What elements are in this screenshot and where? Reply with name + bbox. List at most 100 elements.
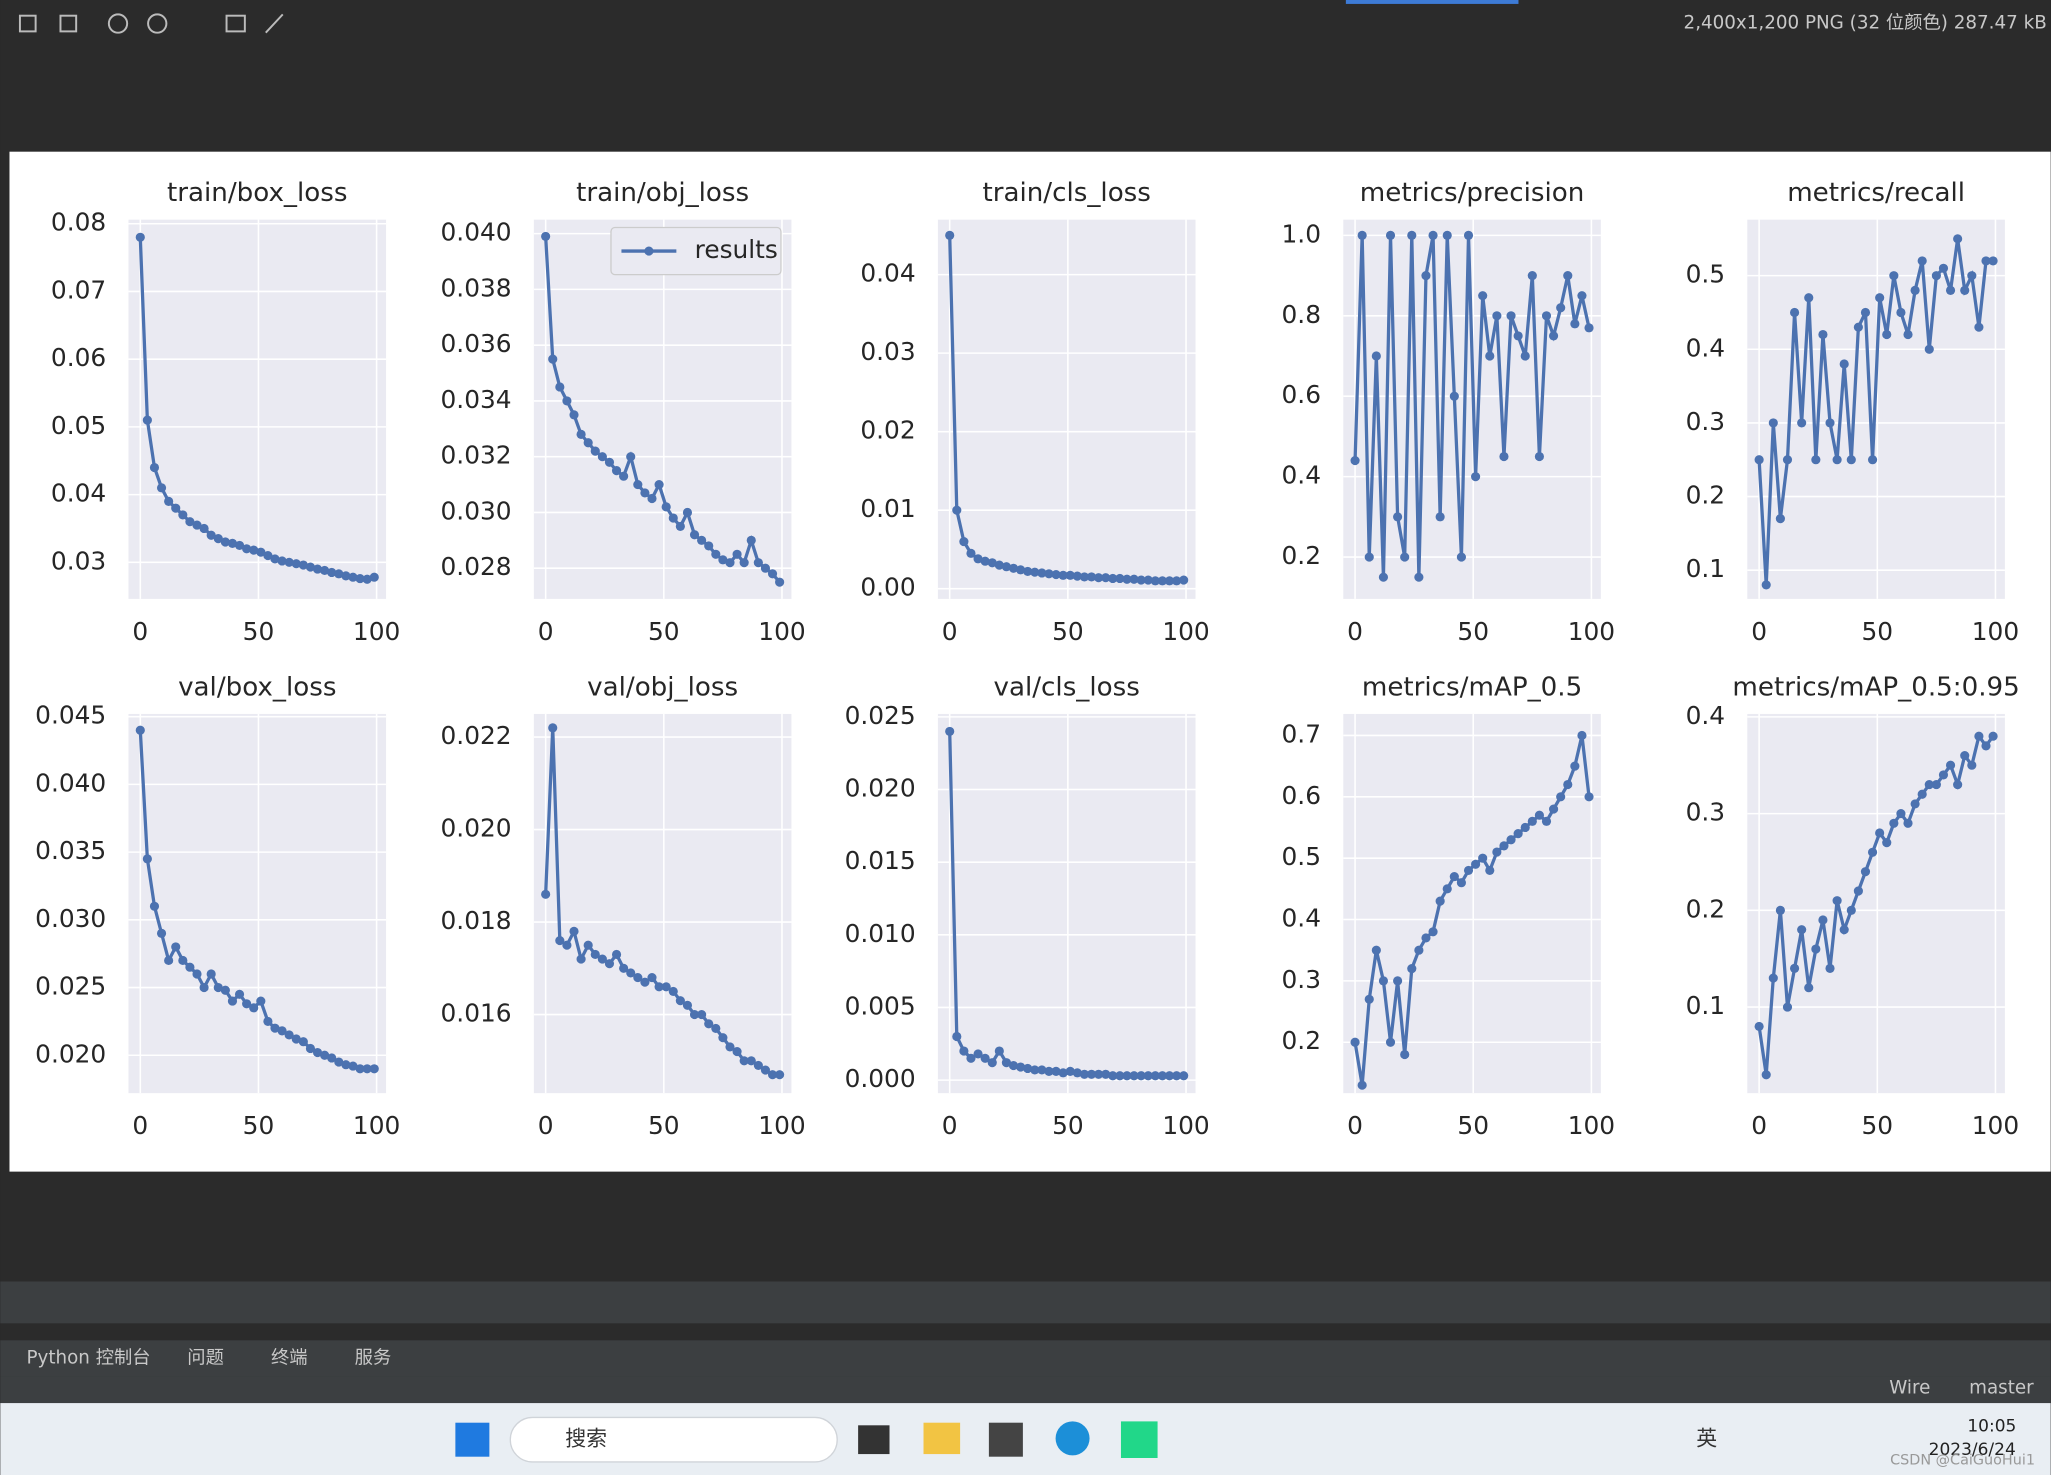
data-point — [1400, 1049, 1410, 1060]
data-point — [1931, 271, 1941, 281]
x-tick-label: 0 — [538, 617, 554, 646]
data-point — [1953, 234, 1963, 244]
app-icon[interactable] — [1055, 1421, 1090, 1456]
data-point — [1407, 230, 1417, 240]
data-point — [1044, 1066, 1054, 1076]
x-tick-label: 50 — [1861, 617, 1893, 646]
data-point — [1910, 285, 1920, 295]
y-tick-label: 0.6 — [1282, 781, 1322, 810]
y-tick-label: 0.025 — [35, 972, 106, 1001]
start-button[interactable] — [455, 1422, 490, 1457]
data-point — [1938, 770, 1949, 780]
tab-python[interactable]: Python 控制台 — [26, 1348, 150, 1369]
data-point — [1471, 859, 1481, 869]
data-point — [682, 1000, 693, 1010]
data-point — [569, 926, 579, 936]
tool-tabs — [0, 1340, 2051, 1377]
clock-date[interactable]: 2023/6/24 — [1929, 1440, 2016, 1460]
y-tick-label: 0.032 — [441, 441, 512, 470]
y-tick-label: 0.04 — [51, 479, 106, 508]
data-point — [1179, 1071, 1189, 1081]
data-point — [1421, 271, 1431, 281]
app-icon[interactable] — [988, 1422, 1023, 1457]
y-tick-label: 0.020 — [845, 774, 916, 803]
data-point — [1924, 780, 1934, 790]
data-point — [312, 564, 323, 574]
data-point — [249, 1003, 259, 1013]
data-point — [1768, 973, 1778, 983]
data-point — [1853, 886, 1863, 896]
data-point — [1768, 418, 1778, 428]
data-point — [192, 969, 202, 979]
data-point — [1570, 761, 1580, 771]
data-point — [1122, 574, 1132, 584]
app-icon[interactable] — [1120, 1421, 1158, 1459]
data-point — [711, 1023, 721, 1034]
data-point — [1023, 1063, 1033, 1074]
y-tick-label: 0.038 — [441, 273, 512, 302]
data-point — [213, 982, 223, 993]
data-point — [320, 1050, 330, 1060]
data-point — [1875, 293, 1885, 303]
data-point — [348, 572, 358, 582]
data-point — [1350, 1037, 1360, 1047]
y-tick-label: 0.040 — [441, 218, 512, 247]
tab-terminal[interactable]: 终端 — [271, 1348, 308, 1369]
data-point — [1400, 552, 1410, 562]
legend-label: results — [695, 235, 778, 264]
data-point — [1136, 575, 1146, 585]
search-box[interactable] — [509, 1416, 838, 1463]
data-point — [1079, 572, 1089, 582]
data-point — [1037, 568, 1047, 578]
status-bar — [0, 1376, 2051, 1404]
data-point — [1938, 263, 1949, 273]
background-icon[interactable] — [225, 14, 246, 33]
data-point — [1846, 455, 1856, 465]
tab-problems[interactable]: 问题 — [187, 1348, 224, 1369]
y-tick-label: 0.020 — [441, 814, 512, 843]
data-point — [1974, 322, 1984, 332]
x-tick-label: 0 — [1751, 617, 1767, 646]
data-point — [668, 513, 678, 523]
data-point — [1030, 567, 1040, 577]
data-point — [369, 1064, 379, 1074]
grid-icon[interactable] — [59, 14, 78, 33]
ime-indicator[interactable]: 英 — [1696, 1427, 1717, 1451]
data-point — [1775, 905, 1785, 915]
data-point — [611, 466, 622, 476]
data-point — [1797, 418, 1807, 428]
data-point — [767, 569, 778, 579]
tab-services[interactable]: 服务 — [355, 1348, 392, 1369]
fit-icon[interactable] — [18, 14, 37, 33]
data-point — [1960, 750, 1970, 761]
data-point — [746, 535, 756, 545]
y-tick-label: 0.3 — [1686, 407, 1725, 436]
data-point — [987, 1058, 997, 1068]
x-tick-label: 0 — [132, 1111, 148, 1140]
data-point — [1478, 853, 1488, 863]
data-point — [1456, 552, 1466, 562]
picker-icon[interactable] — [265, 13, 284, 34]
x-tick-label: 100 — [353, 617, 400, 646]
app-icon[interactable] — [858, 1425, 890, 1455]
data-point — [185, 517, 195, 527]
data-point — [1143, 1071, 1153, 1081]
data-point — [1393, 976, 1403, 986]
data-point — [1988, 256, 1998, 266]
status-branch[interactable]: master — [1969, 1378, 2034, 1399]
clock-time[interactable]: 10:05 — [1967, 1417, 2016, 1437]
data-point — [746, 1056, 756, 1066]
zoom-in-icon[interactable] — [107, 13, 129, 34]
data-point — [1001, 562, 1012, 572]
data-point — [980, 1053, 990, 1063]
data-point — [305, 1043, 316, 1054]
data-point — [1832, 455, 1842, 465]
data-point — [987, 558, 997, 568]
data-point — [640, 977, 650, 987]
app-icon[interactable] — [923, 1422, 961, 1455]
x-tick-label: 100 — [758, 617, 805, 646]
data-point — [199, 523, 209, 534]
status-wire[interactable]: Wire — [1889, 1378, 1930, 1399]
data-point — [1832, 896, 1842, 906]
zoom-out-icon[interactable] — [147, 13, 168, 34]
